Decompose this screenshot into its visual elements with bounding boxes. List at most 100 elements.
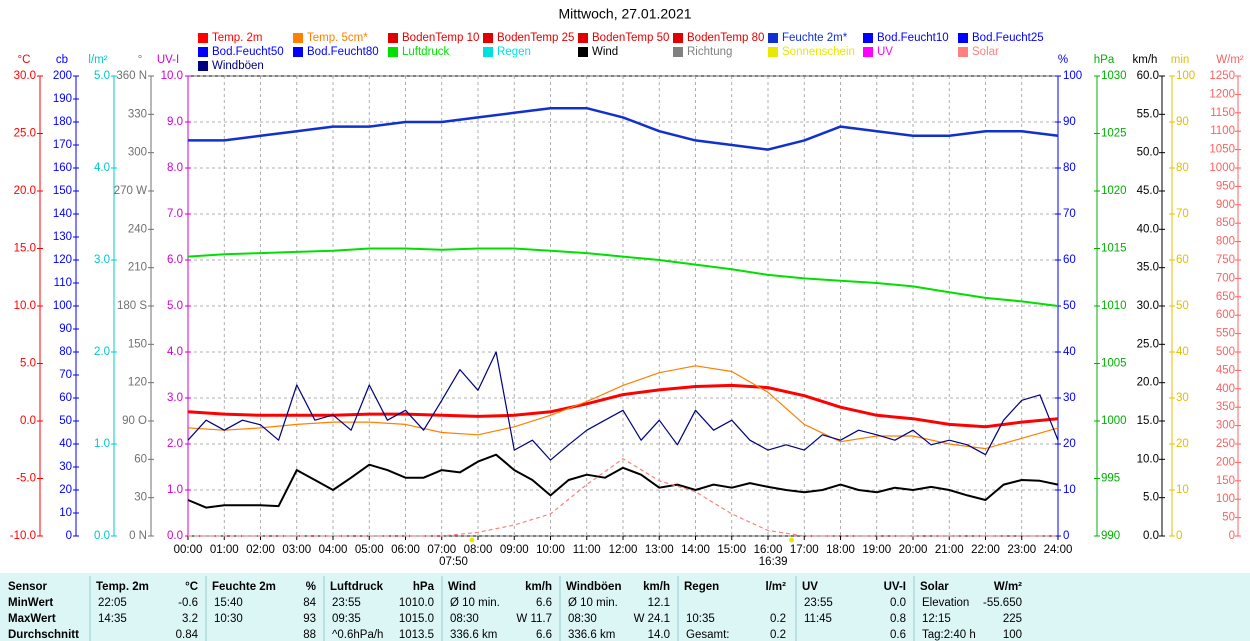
legend-label: Bod.Feucht50 — [212, 46, 284, 58]
y-tick-label: 1005 — [1101, 358, 1127, 370]
y-tick-label: 100 — [1216, 493, 1235, 505]
y-tick-label: 9.0 — [167, 116, 183, 128]
x-tick-label: 20:00 — [899, 544, 928, 556]
y-tick-label: 60 — [59, 392, 72, 404]
axis-unit: W/m² — [1216, 54, 1244, 66]
y-tick-label: 90 O — [122, 415, 147, 427]
axis-unit: min — [1171, 54, 1190, 66]
y-tick-label: 0 — [1229, 530, 1235, 542]
table-cell: Ø 10 min. — [450, 597, 500, 609]
legend-swatch — [198, 47, 208, 57]
x-tick-label: 21:00 — [935, 544, 964, 556]
y-tick-label: 8.0 — [167, 162, 183, 174]
y-tick-label: 190 — [53, 93, 72, 105]
y-tick-label: 100 — [1063, 70, 1082, 82]
table-cell: 15:40 — [214, 597, 243, 609]
y-tick-label: 60 — [134, 453, 147, 465]
axis-unit: °C — [18, 54, 31, 66]
table-header: Temp. 2m — [96, 581, 149, 593]
table-cell: 225 — [1003, 613, 1022, 625]
y-tick-label: 300 — [1216, 420, 1235, 432]
series-line — [188, 458, 1058, 537]
y-tick-label: 15.0 — [1137, 415, 1159, 427]
y-tick-label: 35.0 — [1137, 262, 1159, 274]
y-tick-label: 150 — [53, 185, 72, 197]
x-tick-label: 04:00 — [319, 544, 348, 556]
table-cell: 100 — [1003, 629, 1022, 641]
series-line — [187, 351, 1059, 461]
table-header: °C — [185, 581, 198, 593]
y-tick-label: 1020 — [1101, 185, 1127, 197]
legend-swatch — [293, 33, 303, 43]
y-tick-label: 60 — [1063, 254, 1076, 266]
y-tick-label: 1100 — [1210, 125, 1235, 137]
legend-swatch — [198, 33, 208, 43]
y-tick-label: 0.0 — [1143, 530, 1159, 542]
y-tick-label: 300 — [128, 147, 147, 159]
legend-label: Richtung — [687, 46, 732, 58]
table-cell: 0.2 — [770, 629, 786, 641]
y-tick-label: 50 — [1176, 300, 1189, 312]
table-cell: 1010.0 — [399, 597, 434, 609]
table-cell: Ø 10 min. — [568, 597, 618, 609]
y-tick-label: 360 N — [116, 70, 147, 82]
legend-label: Wind — [592, 46, 618, 58]
y-tick-label: 1050 — [1209, 144, 1235, 156]
y-tick-label: 20 — [1176, 438, 1189, 450]
table-header: Regen — [684, 581, 719, 593]
legend-label: BodenTemp 10 — [402, 32, 479, 44]
axis-unit: l/m² — [88, 54, 107, 66]
y-tick-label: 150 — [128, 338, 147, 350]
table-header: hPa — [413, 581, 435, 593]
y-tick-label: 30 — [134, 492, 147, 504]
x-tick-label: 13:00 — [645, 544, 674, 556]
legend-swatch — [483, 33, 493, 43]
legend-swatch — [673, 33, 683, 43]
legend-swatch — [768, 33, 778, 43]
y-tick-label: 1.0 — [94, 438, 110, 450]
legend-label: Bod.Feucht80 — [307, 46, 379, 58]
legend-label: Sonnenschein — [782, 46, 855, 58]
table-cell: 84 — [303, 597, 316, 609]
y-tick-label: 1000 — [1209, 162, 1235, 174]
table-cell: 12:15 — [922, 613, 951, 625]
legend-swatch — [198, 61, 208, 71]
table-cell: ^0.6hPa/h — [332, 629, 383, 641]
x-tick-label: 01:00 — [210, 544, 239, 556]
table-header: % — [306, 581, 316, 593]
y-tick-label: 20 — [1063, 438, 1076, 450]
table-cell: 336.6 km — [450, 629, 497, 641]
legend-label: Windböen — [212, 60, 264, 72]
legend-swatch — [293, 47, 303, 57]
table-cell: -55.650 — [983, 597, 1022, 609]
legend-swatch — [863, 47, 873, 57]
y-tick-label: 990 — [1101, 530, 1120, 542]
annotation: 16:39 — [759, 556, 788, 568]
y-tick-label: 110 — [54, 277, 72, 289]
y-tick-label: 950 — [1216, 180, 1235, 192]
y-tick-label: 250 — [1216, 438, 1235, 450]
y-tick-label: 10 — [1176, 484, 1189, 496]
x-tick-label: 02:00 — [246, 544, 275, 556]
table-header: UV-I — [884, 581, 906, 593]
x-tick-label: 15:00 — [717, 544, 746, 556]
x-tick-label: 07:00 — [427, 544, 456, 556]
y-tick-label: 270 W — [114, 185, 147, 197]
legend-swatch — [768, 47, 778, 57]
table-cell: W 24.1 — [634, 613, 670, 625]
axis-unit: ° — [138, 54, 143, 66]
y-tick-label: 1030 — [1101, 70, 1127, 82]
table-header: UV — [802, 581, 818, 593]
table-cell: 23:55 — [804, 597, 833, 609]
y-tick-label: 40.0 — [1137, 223, 1159, 235]
table-header: Sensor — [8, 581, 48, 593]
y-tick-label: 4.0 — [167, 346, 183, 358]
y-tick-label: 200 — [1216, 456, 1235, 468]
table-cell: Gesamt: — [686, 629, 729, 641]
y-tick-label: 7.0 — [167, 208, 183, 220]
y-tick-label: 5.0 — [1143, 492, 1159, 504]
y-tick-label: 450 — [1216, 364, 1235, 376]
x-tick-label: 10:00 — [536, 544, 565, 556]
y-tick-label: 750 — [1216, 254, 1235, 266]
x-tick-label: 14:00 — [681, 544, 710, 556]
